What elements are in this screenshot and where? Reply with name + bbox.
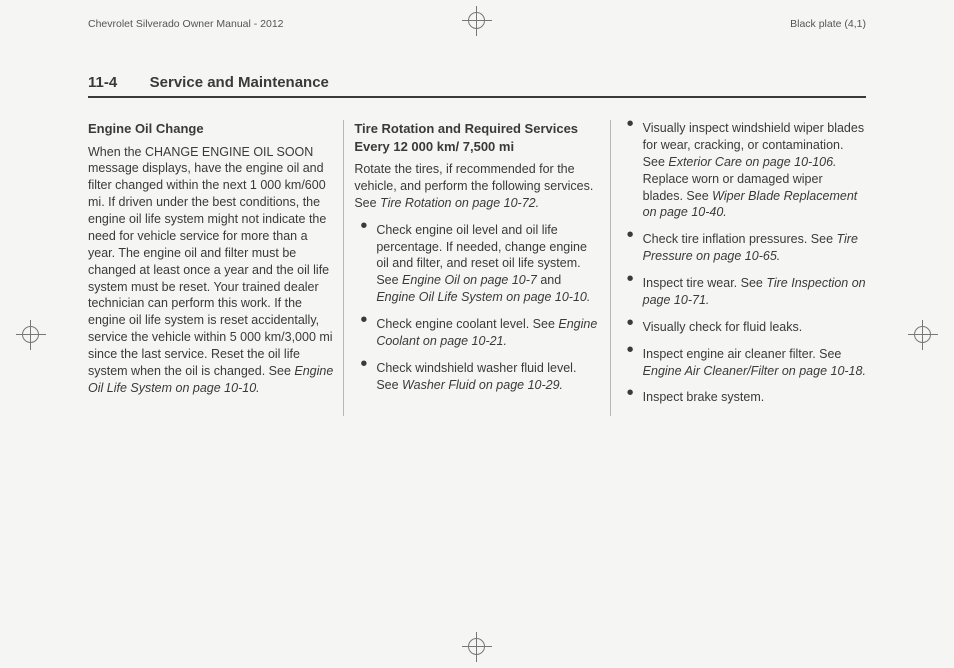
list-item: Check engine oil level and oil life perc…: [354, 222, 599, 306]
column-1: Engine Oil Change When the CHANGE ENGINE…: [88, 120, 343, 416]
item-text: Check tire inflation pressures. See: [643, 232, 837, 246]
list-item: Check engine coolant level. See Engine C…: [354, 316, 599, 350]
item-text: Inspect engine air cleaner filter. See: [643, 347, 842, 361]
col2-list: Check engine oil level and oil life perc…: [354, 222, 599, 394]
crop-mark-icon: [462, 632, 492, 662]
list-item: Check tire inflation pressures. See Tire…: [621, 231, 866, 265]
item-text: Visually check for fluid leaks.: [643, 320, 803, 334]
item-text: Inspect brake system.: [643, 390, 765, 404]
col2-heading: Tire Rotation and Required Services Ever…: [354, 120, 599, 155]
col2-intro-ref: Tire Rotation on page 10-72.: [380, 196, 539, 210]
header-left: Chevrolet Silverado Owner Manual - 2012: [88, 18, 284, 30]
crop-mark-icon: [16, 320, 46, 350]
item-ref: Engine Oil on page 10-7: [402, 273, 537, 287]
item-ref: Engine Air Cleaner/Filter on page 10-18.: [643, 364, 866, 378]
item-text: Inspect tire wear. See: [643, 276, 767, 290]
crop-mark-icon: [908, 320, 938, 350]
col1-heading: Engine Oil Change: [88, 120, 333, 138]
col2-intro: Rotate the tires, if recommended for the…: [354, 161, 599, 212]
header-right: Black plate (4,1): [790, 18, 866, 30]
list-item: Inspect engine air cleaner filter. See E…: [621, 346, 866, 380]
running-header: Chevrolet Silverado Owner Manual - 2012 …: [88, 18, 866, 30]
list-item: Visually inspect windshield wiper blades…: [621, 120, 866, 221]
list-item: Inspect tire wear. See Tire Inspection o…: [621, 275, 866, 309]
content-columns: Engine Oil Change When the CHANGE ENGINE…: [88, 120, 866, 416]
item-ref: Exterior Care on page 10-106.: [668, 155, 836, 169]
section-header: 11-4 Service and Maintenance: [88, 74, 866, 98]
item-text: Check engine coolant level. See: [376, 317, 558, 331]
section-number: 11-4: [88, 74, 117, 91]
column-3: Visually inspect windshield wiper blades…: [610, 120, 866, 416]
list-item: Check windshield washer fluid level. See…: [354, 360, 599, 394]
col1-paragraph: When the CHANGE ENGINE OIL SOON message …: [88, 144, 333, 397]
column-2: Tire Rotation and Required Services Ever…: [343, 120, 609, 416]
item-text: and: [537, 273, 561, 287]
list-item: Inspect brake system.: [621, 389, 866, 406]
section-title: Service and Maintenance: [150, 74, 329, 91]
col1-text: When the CHANGE ENGINE OIL SOON message …: [88, 145, 333, 378]
item-ref: Engine Oil Life System on page 10-10.: [376, 290, 590, 304]
list-item: Visually check for fluid leaks.: [621, 319, 866, 336]
item-ref: Washer Fluid on page 10-29.: [402, 378, 563, 392]
col3-list: Visually inspect windshield wiper blades…: [621, 120, 866, 406]
